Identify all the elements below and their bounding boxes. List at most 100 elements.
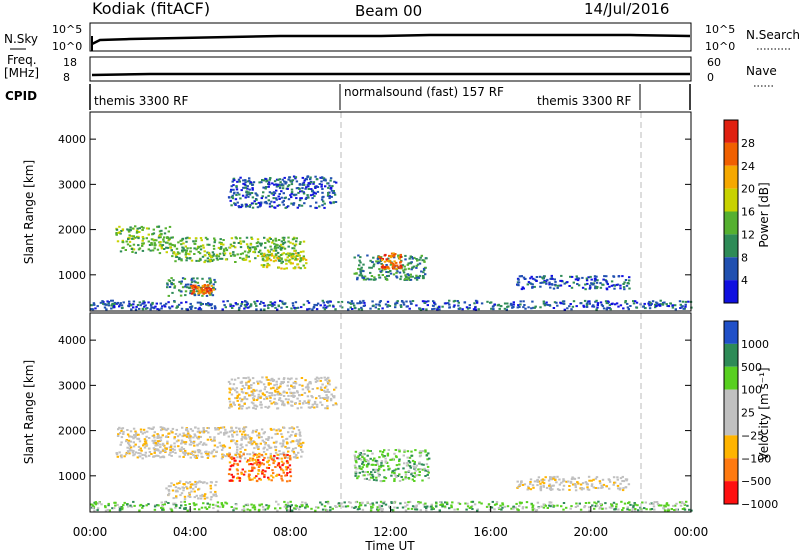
range-cell (310, 406, 313, 408)
range-cell (296, 426, 299, 429)
range-cell (409, 466, 412, 469)
range-cell (383, 449, 386, 452)
range-cell (626, 508, 629, 511)
range-cell (178, 482, 181, 484)
range-cell (632, 302, 636, 305)
range-cell (557, 284, 560, 287)
range-cell (321, 191, 324, 194)
range-cell (91, 504, 95, 507)
range-cell (269, 238, 272, 240)
range-cell (251, 431, 254, 434)
range-cell (243, 250, 247, 253)
range-cell (273, 389, 277, 392)
range-cell (208, 303, 211, 306)
range-cell (621, 489, 625, 492)
range-cell (543, 281, 546, 283)
range-cell (377, 308, 380, 310)
range-cell (350, 300, 354, 303)
range-cell (654, 303, 657, 306)
range-cell (372, 256, 375, 259)
range-cell (137, 445, 141, 448)
range-cell (268, 446, 271, 449)
range-cell (203, 497, 207, 500)
range-cell (408, 465, 412, 468)
range-cell (503, 302, 507, 305)
range-cell (238, 455, 242, 458)
range-cell (320, 376, 323, 379)
range-cell (132, 454, 135, 457)
range-cell (286, 480, 289, 483)
range-cell (170, 283, 173, 286)
range-cell (298, 394, 301, 397)
range-cell (404, 258, 407, 261)
range-cell (249, 440, 253, 443)
range-cell (148, 437, 151, 439)
range-cell (560, 274, 563, 277)
range-cell (384, 503, 388, 506)
range-cell (231, 433, 234, 436)
range-cell (132, 237, 135, 240)
range-cell (338, 505, 341, 508)
range-cell (147, 248, 150, 251)
range-cell (119, 509, 122, 512)
range-cell (271, 182, 274, 185)
range-cell (314, 378, 317, 381)
range-cell (549, 505, 552, 508)
range-cell (281, 183, 284, 186)
range-cell (279, 299, 282, 302)
range-cell (200, 291, 203, 294)
range-cell (380, 461, 383, 464)
range-cell (529, 481, 532, 483)
range-cell (273, 256, 276, 259)
range-cell (604, 300, 608, 303)
range-cell (236, 456, 239, 459)
range-cell (292, 394, 295, 397)
colorbar-swatch (724, 366, 738, 390)
range-cell (305, 402, 308, 404)
range-cell (194, 284, 197, 287)
range-cell (94, 503, 97, 506)
range-cell (605, 287, 608, 290)
range-cell (565, 506, 568, 509)
range-cell (174, 433, 178, 435)
range-cell (182, 242, 185, 245)
range-cell (533, 285, 536, 288)
range-cell (171, 305, 174, 308)
range-cell (121, 229, 124, 232)
range-cell (243, 387, 246, 390)
range-cell (291, 254, 295, 257)
range-cell (541, 481, 544, 484)
range-cell (237, 242, 240, 244)
range-cell (236, 453, 239, 456)
range-cell (174, 451, 177, 454)
range-cell (150, 243, 154, 246)
range-cell (216, 505, 220, 508)
range-cell (378, 456, 381, 459)
range-cell (257, 432, 261, 435)
range-cell (200, 430, 204, 433)
range-cell (222, 239, 225, 241)
range-cell (277, 428, 280, 431)
range-cell (107, 304, 110, 307)
range-cell (219, 238, 222, 241)
range-cell (284, 398, 288, 401)
range-cell (240, 390, 244, 393)
range-cell (555, 481, 558, 484)
range-cell (118, 231, 121, 234)
range-cell (324, 306, 328, 309)
range-cell (303, 202, 306, 205)
range-cell (209, 256, 213, 258)
range-cell (278, 259, 282, 262)
range-cell (562, 478, 565, 481)
range-cell (351, 308, 354, 310)
range-cell (222, 444, 225, 447)
range-cell (299, 448, 303, 451)
range-cell (265, 202, 268, 205)
range-cell (246, 503, 249, 506)
range-cell (323, 376, 326, 379)
range-cell (221, 456, 224, 459)
range-cell (245, 236, 249, 239)
range-cell (116, 240, 120, 243)
range-cell (492, 308, 495, 311)
